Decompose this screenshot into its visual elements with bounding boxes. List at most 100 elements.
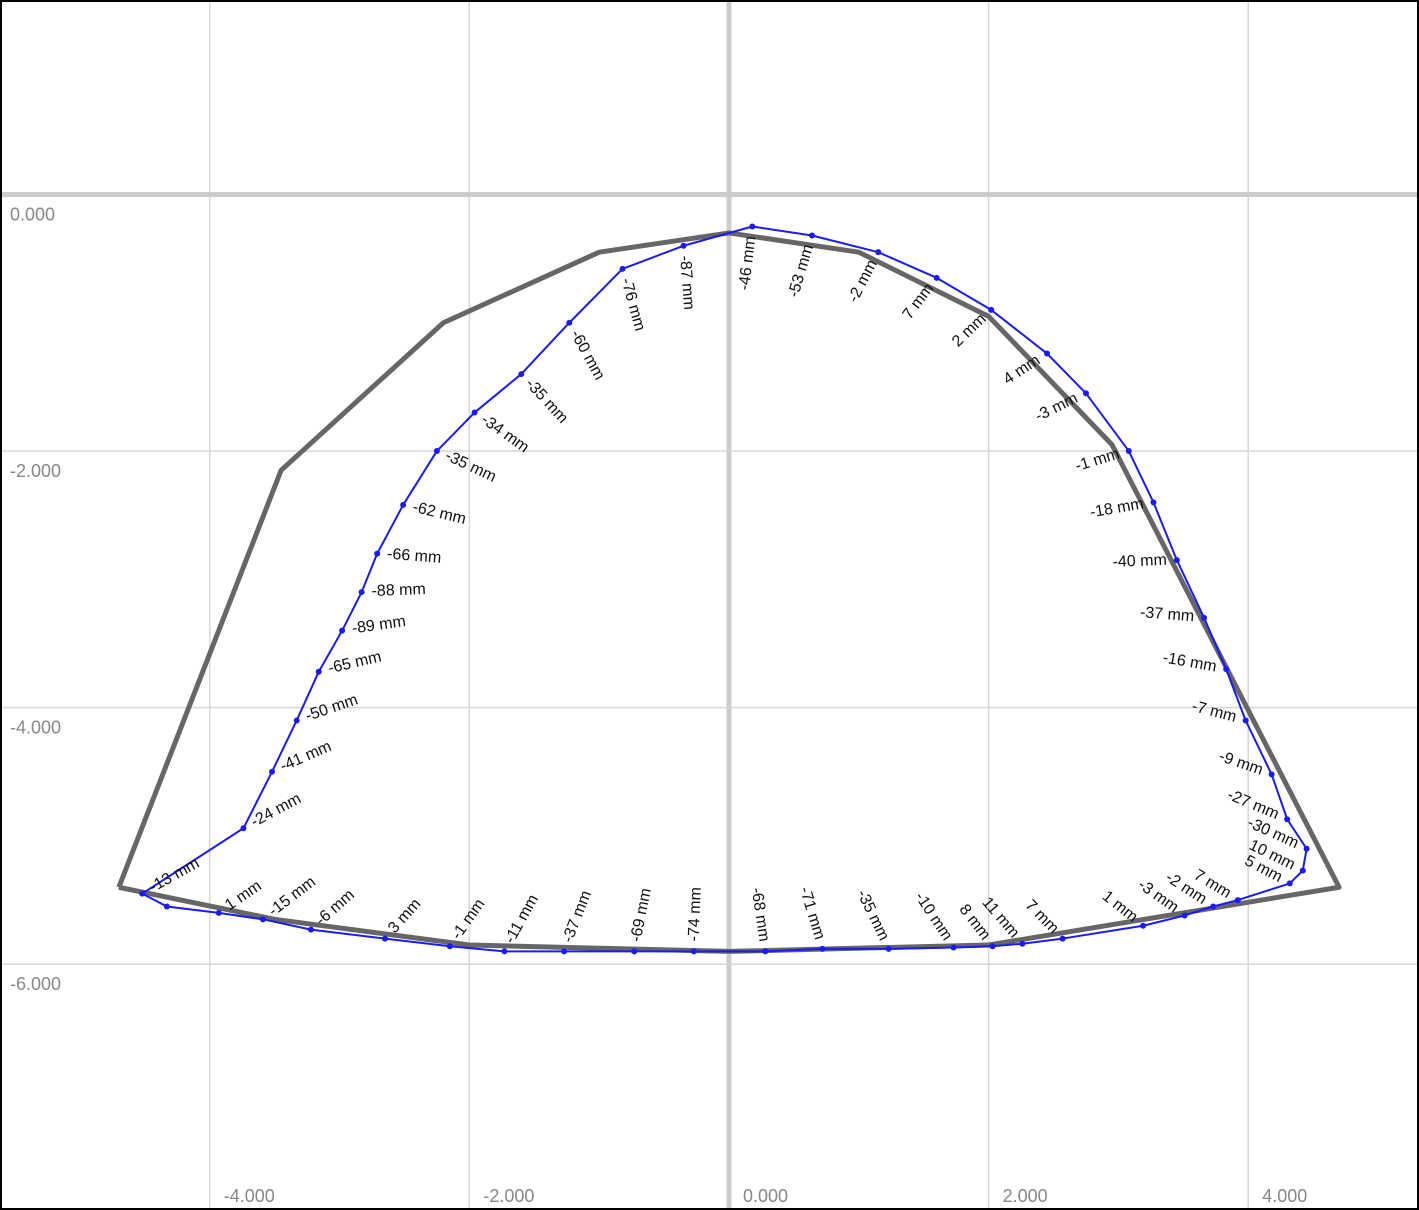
measured-point bbox=[749, 223, 756, 230]
deviation-label: -37 mm bbox=[1139, 604, 1194, 625]
deviation-label: -13 mm bbox=[147, 855, 203, 896]
measured-point bbox=[631, 948, 638, 955]
measured-point bbox=[400, 501, 407, 508]
measured-point bbox=[1181, 912, 1188, 919]
deviation-label: -37 mm bbox=[560, 888, 596, 945]
deviation-label: -69 mm bbox=[628, 887, 655, 944]
measured-profile-line bbox=[141, 225, 1308, 953]
x-tick-label: -4.000 bbox=[224, 1186, 275, 1206]
measured-point bbox=[1242, 717, 1249, 724]
measured-point bbox=[163, 903, 170, 910]
deviation-label: 7 mm bbox=[1022, 897, 1062, 937]
measured-point bbox=[1210, 903, 1217, 910]
measured-point bbox=[433, 448, 440, 455]
deviation-label: -2 mm bbox=[845, 257, 881, 305]
measured-point bbox=[1082, 390, 1089, 397]
deviation-label: -9 mm bbox=[1217, 748, 1265, 779]
measured-point bbox=[471, 409, 478, 416]
x-tick-label: 0.000 bbox=[743, 1186, 788, 1206]
axis-tick-labels: -4.000 -2.000 0.000 2.000 4.000 0.000 -2.000 -4… bbox=[10, 204, 1307, 1206]
deviation-label: -88 mm bbox=[371, 581, 426, 600]
measured-point bbox=[374, 550, 381, 557]
measured-point bbox=[875, 249, 882, 256]
measured-point bbox=[1044, 350, 1051, 357]
measured-point bbox=[358, 589, 365, 596]
measured-point bbox=[1284, 816, 1291, 823]
deviation-label: 4 mm bbox=[1001, 352, 1044, 388]
deviation-label: -66 mm bbox=[387, 546, 442, 567]
y-tick-label: -2.000 bbox=[10, 461, 61, 481]
design-profile-line bbox=[116, 230, 1342, 954]
measured-point bbox=[819, 945, 826, 952]
measured-point bbox=[501, 948, 508, 955]
measured-point bbox=[762, 948, 769, 955]
measured-point bbox=[1059, 935, 1066, 942]
measured-point bbox=[1223, 666, 1230, 673]
measured-points bbox=[139, 223, 1310, 955]
measured-point bbox=[315, 668, 322, 675]
measured-point bbox=[561, 948, 568, 955]
deviation-label: -7 mm bbox=[1190, 698, 1238, 726]
measured-point bbox=[1299, 867, 1306, 874]
deviation-labels: -24 mm-41 mm-50 mm-65 mm-89 mm-88 mm-66 … bbox=[147, 235, 1301, 946]
measured-point bbox=[240, 825, 247, 832]
measured-point bbox=[680, 242, 687, 249]
measured-point bbox=[215, 909, 222, 916]
deviation-label: -89 mm bbox=[351, 613, 407, 637]
measured-point bbox=[381, 935, 388, 942]
measured-point bbox=[1019, 940, 1026, 947]
deviation-label: -74 mm bbox=[686, 887, 705, 942]
deviation-label: 3 mm bbox=[385, 896, 424, 937]
deviation-label: -60 mm bbox=[567, 327, 608, 383]
measured-point bbox=[619, 265, 626, 272]
deviation-label: -34 mm bbox=[478, 411, 532, 456]
deviation-label: -16 mm bbox=[1161, 649, 1217, 675]
measured-point bbox=[139, 890, 146, 897]
measured-point bbox=[1268, 771, 1275, 778]
measured-point bbox=[269, 768, 276, 775]
deviation-label: 1 mm bbox=[1099, 888, 1141, 926]
deviation-label: -35 mm bbox=[522, 376, 571, 427]
deviation-label: -40 mm bbox=[1112, 552, 1167, 571]
x-tick-label: 2.000 bbox=[1003, 1186, 1048, 1206]
deviation-label: -87 mm bbox=[676, 255, 697, 310]
deviation-label: -53 mm bbox=[785, 243, 817, 300]
deviation-label: 1 mm bbox=[222, 878, 265, 915]
measured-point bbox=[1125, 448, 1132, 455]
deviation-label: -24 mm bbox=[248, 790, 304, 831]
deviation-label: -50 mm bbox=[303, 691, 360, 725]
measured-point bbox=[518, 371, 525, 378]
y-tick-label: -4.000 bbox=[10, 718, 61, 738]
deviation-label: -46 mm bbox=[736, 235, 759, 291]
deviation-label: -10 mm bbox=[911, 889, 955, 944]
measured-point bbox=[1173, 557, 1180, 564]
deviation-label: -1 mm bbox=[448, 896, 488, 943]
measured-point bbox=[988, 306, 995, 313]
measured-point bbox=[1140, 922, 1147, 929]
measured-point bbox=[1234, 897, 1241, 904]
deviation-label: -68 mm bbox=[748, 887, 773, 943]
measured-point bbox=[950, 944, 957, 951]
y-tick-label: -6.000 bbox=[10, 974, 61, 994]
deviation-label: 7 mm bbox=[900, 281, 938, 323]
deviation-label: -35 mm bbox=[442, 447, 498, 485]
y-tick-label: 0.000 bbox=[10, 204, 55, 224]
deviation-label: -1 mm bbox=[1073, 446, 1121, 476]
x-tick-label: -2.000 bbox=[483, 1186, 534, 1206]
deviation-label: -18 mm bbox=[1089, 495, 1145, 521]
measured-point bbox=[809, 232, 816, 239]
measured-point bbox=[1303, 845, 1310, 852]
measured-point bbox=[1150, 499, 1157, 506]
deviation-label: -65 mm bbox=[326, 648, 383, 677]
deviation-label: -3 mm bbox=[1032, 390, 1080, 425]
measured-point bbox=[1201, 614, 1208, 621]
measured-point bbox=[446, 943, 453, 950]
x-tick-label: 4.000 bbox=[1262, 1186, 1307, 1206]
deviation-label: 2 mm bbox=[949, 310, 990, 350]
deviation-label: -76 mm bbox=[617, 276, 648, 333]
measured-point bbox=[1286, 880, 1293, 887]
measured-point bbox=[259, 916, 266, 923]
